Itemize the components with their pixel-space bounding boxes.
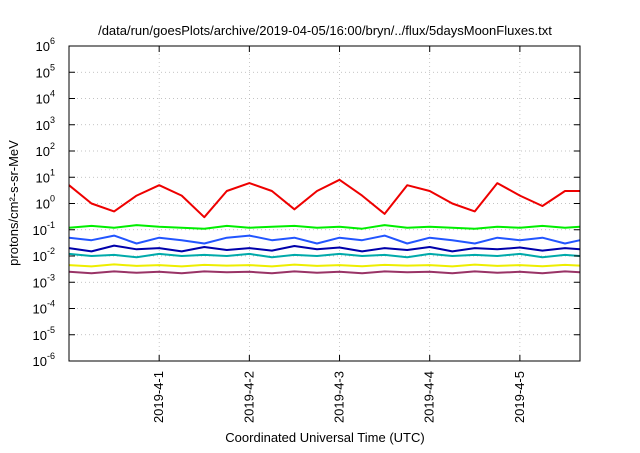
x-tick-label: 2019-4-2 bbox=[241, 371, 256, 423]
y-tick-base: 10 bbox=[36, 197, 50, 212]
y-tick-exponent: 3 bbox=[50, 115, 55, 125]
y-tick-base: 10 bbox=[36, 65, 50, 80]
y-tick-label: 10-4 bbox=[33, 299, 55, 317]
y-tick-exponent: 1 bbox=[50, 167, 55, 177]
ticks: 10-610-510-410-310-210-11001011021031041… bbox=[33, 36, 580, 423]
y-tick-label: 10-5 bbox=[33, 325, 55, 343]
y-tick-exponent: -6 bbox=[47, 351, 55, 361]
y-tick-label: 105 bbox=[36, 62, 55, 80]
y-tick-label: 10-6 bbox=[33, 351, 55, 369]
y-tick-base: 10 bbox=[33, 328, 47, 343]
x-tick-label: 2019-4-1 bbox=[151, 371, 166, 423]
x-axis-title: Coordinated Universal Time (UTC) bbox=[225, 430, 424, 445]
series-line-6 bbox=[68, 270, 581, 275]
y-tick-exponent: 6 bbox=[50, 36, 55, 46]
x-tick-label: 2019-4-3 bbox=[332, 371, 347, 423]
y-tick-base: 10 bbox=[36, 39, 50, 54]
y-tick-exponent: 2 bbox=[50, 141, 55, 151]
grid bbox=[69, 46, 580, 361]
y-tick-exponent: -5 bbox=[47, 325, 55, 335]
y-axis-title: protons/cm²-s-sr-MeV bbox=[6, 140, 21, 266]
series-line-2 bbox=[68, 234, 581, 245]
y-tick-label: 10-2 bbox=[33, 246, 55, 264]
x-tick-label: 2019-4-5 bbox=[512, 371, 527, 423]
y-tick-base: 10 bbox=[33, 249, 47, 264]
series-line-1 bbox=[68, 224, 581, 230]
y-tick-label: 102 bbox=[36, 141, 55, 159]
y-tick-base: 10 bbox=[33, 302, 47, 317]
y-tick-label: 10-1 bbox=[33, 220, 55, 238]
y-tick-base: 10 bbox=[36, 118, 50, 133]
y-tick-label: 103 bbox=[36, 115, 55, 133]
y-tick-exponent: -4 bbox=[47, 299, 55, 309]
y-tick-label: 104 bbox=[36, 89, 55, 107]
y-tick-base: 10 bbox=[36, 92, 50, 107]
y-tick-base: 10 bbox=[33, 223, 47, 238]
y-tick-exponent: -3 bbox=[47, 272, 55, 282]
y-tick-exponent: 4 bbox=[50, 89, 55, 99]
series-line-3 bbox=[68, 244, 581, 253]
y-tick-label: 10-3 bbox=[33, 272, 55, 290]
y-tick-exponent: -1 bbox=[47, 220, 55, 230]
y-tick-label: 106 bbox=[36, 36, 55, 54]
y-tick-label: 101 bbox=[36, 167, 55, 185]
y-tick-base: 10 bbox=[36, 144, 50, 159]
chart-title: /data/run/goesPlots/archive/2019-04-05/1… bbox=[98, 23, 552, 38]
y-tick-exponent: -2 bbox=[47, 246, 55, 256]
series-layer bbox=[68, 178, 581, 275]
y-tick-exponent: 0 bbox=[50, 194, 55, 204]
y-tick-label: 100 bbox=[36, 194, 55, 212]
x-tick-label: 2019-4-4 bbox=[422, 371, 437, 423]
series-line-4 bbox=[68, 252, 581, 259]
series-line-5 bbox=[68, 263, 581, 268]
y-tick-base: 10 bbox=[33, 275, 47, 290]
y-tick-base: 10 bbox=[33, 354, 47, 369]
y-tick-exponent: 5 bbox=[50, 62, 55, 72]
series-line-0 bbox=[68, 178, 580, 219]
y-tick-base: 10 bbox=[36, 170, 50, 185]
